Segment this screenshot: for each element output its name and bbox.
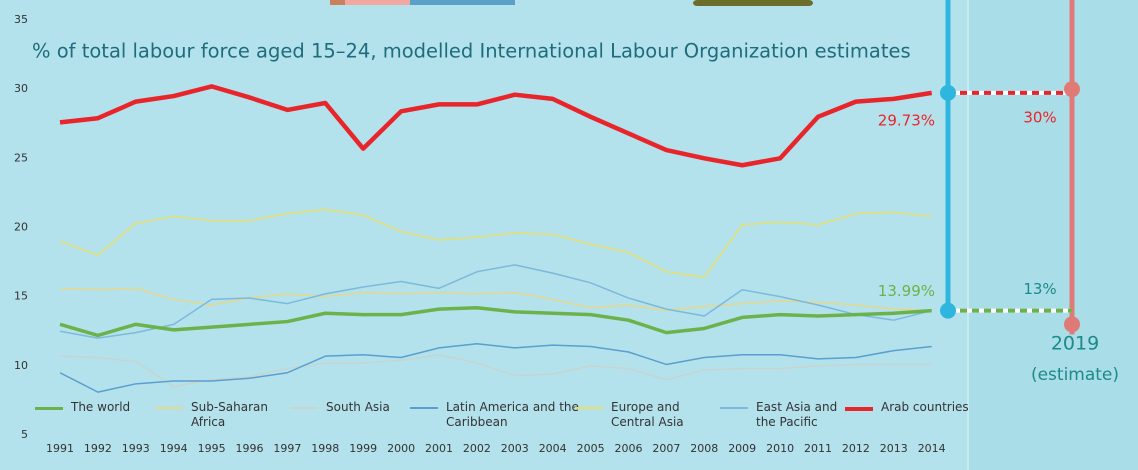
latest-dot: [940, 303, 956, 319]
y-tick-label: 30: [14, 82, 28, 95]
y-tick-label: 25: [14, 151, 28, 164]
legend-item: Sub-Saharan Africa: [155, 400, 301, 430]
legend-label: Arab countries: [881, 400, 1011, 415]
x-tick-label: 1999: [349, 442, 377, 455]
decoration: [410, 0, 515, 5]
y-tick-label: 15: [14, 290, 28, 303]
x-tick-label: 2005: [577, 442, 605, 455]
x-tick-label: 2009: [728, 442, 756, 455]
x-tick-label: 1996: [236, 442, 264, 455]
x-tick-label: 2006: [615, 442, 643, 455]
latest-label: 13.99%: [878, 282, 935, 300]
estimate-label: 13%: [1023, 280, 1056, 298]
x-tick-label: 2010: [766, 442, 794, 455]
series-line: [60, 288, 932, 310]
x-tick-label: 1991: [46, 442, 74, 455]
legend-swatch: [155, 407, 183, 430]
legend-item: Arab countries: [845, 400, 1011, 415]
y-tick-label: 5: [21, 428, 28, 441]
series-line: [60, 344, 932, 392]
y-tick-label: 10: [14, 359, 28, 372]
legend-label: East Asia and the Pacific: [756, 400, 856, 430]
x-tick-label: 1995: [198, 442, 226, 455]
estimate-dot: [1064, 81, 1080, 97]
estimate-year: 2019: [1051, 333, 1099, 355]
x-tick-label: 2008: [690, 442, 718, 455]
legend-item: Latin America and the Caribbean: [410, 400, 586, 430]
decoration: [693, 0, 813, 6]
chart: % of total labour force aged 15–24, mode…: [0, 0, 1138, 470]
x-tick-label: 2004: [539, 442, 567, 455]
x-tick-label: 2011: [804, 442, 832, 455]
series-line: [60, 355, 932, 387]
estimate-dot: [1064, 316, 1080, 332]
legend-label: Sub-Saharan Africa: [191, 400, 301, 430]
estimate-note: (estimate): [1031, 365, 1119, 385]
chart-title: % of total labour force aged 15–24, mode…: [32, 40, 911, 63]
series-line: [60, 86, 932, 165]
legend-swatch: [720, 407, 748, 430]
legend-swatch: [290, 407, 318, 415]
legend-item: South Asia: [290, 400, 426, 415]
latest-dot: [940, 85, 956, 101]
legend-label: Europe and Central Asia: [611, 400, 711, 430]
x-tick-label: 2012: [842, 442, 870, 455]
x-tick-label: 2000: [387, 442, 415, 455]
x-tick-label: 1992: [84, 442, 112, 455]
legend-label: Latin America and the Caribbean: [446, 400, 586, 430]
x-tick-label: 1997: [273, 442, 301, 455]
y-tick-label: 35: [14, 13, 28, 26]
x-tick-label: 2007: [652, 442, 680, 455]
x-tick-label: 1998: [311, 442, 339, 455]
legend-item: East Asia and the Pacific: [720, 400, 856, 430]
x-tick-label: 2003: [501, 442, 529, 455]
x-tick-label: 2014: [918, 442, 946, 455]
legend-swatch: [845, 407, 873, 415]
legend-swatch: [410, 407, 438, 430]
x-tick-label: 1993: [122, 442, 150, 455]
x-tick-label: 2013: [880, 442, 908, 455]
series-line: [60, 308, 932, 336]
decoration: [345, 0, 410, 5]
x-tick-label: 2001: [425, 442, 453, 455]
legend-swatch: [575, 407, 603, 430]
x-tick-label: 2002: [463, 442, 491, 455]
latest-label: 29.73%: [878, 111, 935, 129]
series-line: [60, 210, 932, 278]
legend-swatch: [35, 407, 63, 415]
y-tick-label: 20: [14, 221, 28, 234]
legend-item: Europe and Central Asia: [575, 400, 711, 430]
x-tick-label: 1994: [160, 442, 188, 455]
estimate-label: 30%: [1023, 109, 1056, 127]
